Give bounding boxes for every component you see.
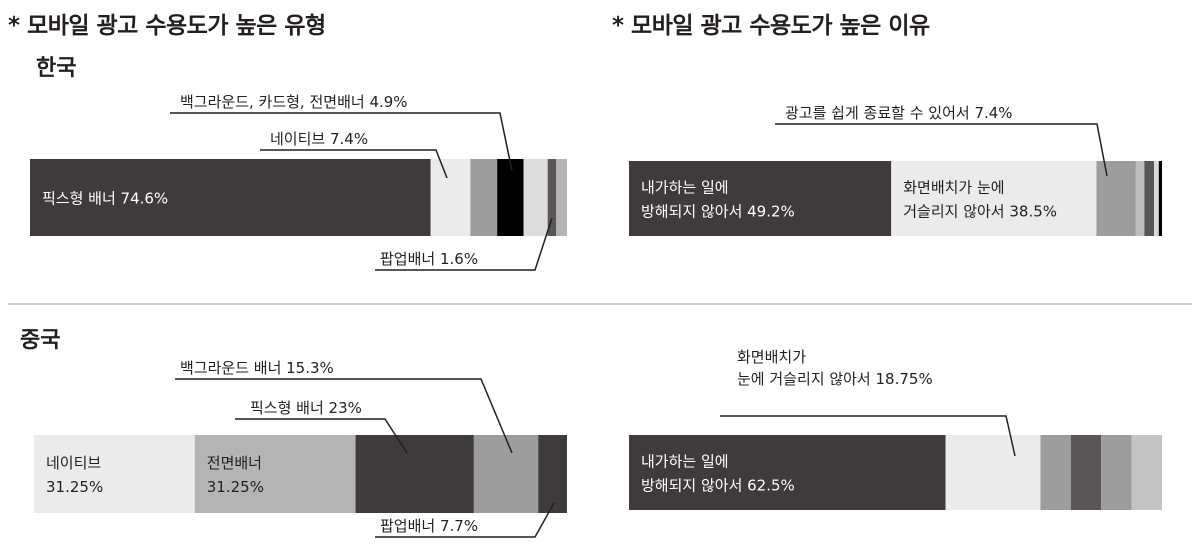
callout-leader-popup-banner	[375, 502, 555, 538]
china-acceptance-reason-chart: 내가하는 일에 방해되지 않아서 62.5% 화면배치가 눈에 거슬리지 않아서 18…	[629, 348, 1162, 510]
bar-segment-not-disturbing	[629, 435, 946, 510]
bar-segment-background-card-fullscreen	[497, 159, 524, 236]
callout-leader-background-card-fullscreen	[170, 112, 513, 172]
bar-segment-segment-7	[556, 159, 567, 236]
bar-segment-native	[34, 435, 195, 513]
bar-segment-segment-3	[1040, 435, 1071, 510]
bar-segment-segment-7	[1158, 161, 1162, 236]
china-ad-type-chart: 네이티브 31.25% 전면배너 31.25% 백그라운드 배너 15.3% 픽스형 배너…	[34, 359, 567, 538]
segment-label-fullscreen-banner: 전면배너 31.25%	[207, 454, 264, 496]
bar-segment-segment-3	[470, 159, 498, 236]
callout-label-native: 네이티브 7.4%	[270, 130, 368, 148]
segment-label-fixed-banner: 픽스형 배너 74.6%	[42, 190, 168, 208]
callout-label-fixed-banner: 픽스형 배너 23%	[250, 399, 362, 417]
bar-segment-fixed-banner	[30, 159, 431, 236]
callout-label-popup-banner: 팝업배너 1.6%	[380, 250, 478, 268]
callout-leader-easy-to-close	[775, 123, 1108, 177]
bar-segment-popup-banner	[547, 159, 557, 236]
segment-label-not-disturbing: 내가하는 일에 방해되지 않아서 49.2%	[641, 179, 795, 221]
bar-segment-background-banner	[473, 435, 539, 513]
korea-acceptance-reason-chart: 내가하는 일에 방해되지 않아서 49.2% 화면배치가 눈에 거슬리지 않아서 38…	[629, 104, 1162, 236]
bar-segment-native	[430, 159, 471, 236]
bar-segment-segment-5	[523, 159, 548, 236]
callout-leader-native	[260, 149, 448, 179]
right-heading: * 모바일 광고 수용도가 높은 이유	[612, 13, 930, 39]
bar-segment-layout-not-annoying	[891, 161, 1097, 236]
country-china-label: 중국	[20, 328, 61, 353]
segment-label-native: 네이티브 31.25%	[46, 454, 103, 496]
bar-segment-fullscreen-banner	[194, 435, 356, 513]
callout-leader-popup-banner	[375, 217, 553, 271]
bar-segment-segment-6	[1154, 161, 1159, 236]
segment-label-layout-not-annoying: 화면배치가 눈에 거슬리지 않아서 38.5%	[903, 179, 1057, 221]
bar-segment-segment-5	[1101, 435, 1132, 510]
bar-segment-not-disturbing	[629, 161, 892, 236]
callout-label-easy-to-close: 광고를 쉽게 종료할 수 있어서 7.4%	[785, 104, 1013, 122]
bar-segment-segment-6	[1131, 435, 1162, 510]
callout-leader-layout-not-annoying	[720, 415, 1016, 457]
callout-label-background-banner: 백그라운드 배너 15.3%	[180, 359, 334, 377]
bar-segment-segment-4	[1135, 161, 1145, 236]
callout-label-popup-banner: 팝업배너 7.7%	[380, 517, 478, 535]
bar-segment-easy-to-close	[1096, 161, 1136, 236]
callout-label-layout-not-annoying: 화면배치가 눈에 거슬리지 않아서 18.75%	[737, 348, 933, 388]
callout-leader-fixed-banner	[235, 418, 408, 454]
segment-label-not-disturbing: 내가하는 일에 방해되지 않아서 62.5%	[641, 453, 795, 495]
bar-segment-popup-banner	[538, 435, 567, 513]
section-divider	[8, 303, 1192, 305]
bar-segment-fixed-banner	[355, 435, 474, 513]
bar-segment-layout-not-annoying	[945, 435, 1041, 510]
left-heading: * 모바일 광고 수용도가 높은 유형	[8, 13, 326, 39]
bar-segment-segment-4	[1070, 435, 1102, 510]
country-korea-label: 한국	[36, 56, 77, 81]
callout-leader-background-banner	[175, 378, 513, 454]
callout-label-background-card-fullscreen: 백그라운드, 카드형, 전면배너 4.9%	[180, 93, 408, 111]
korea-ad-type-chart: 픽스형 배너 74.6% 백그라운드, 카드형, 전면배너 4.9% 네이티브 7.…	[30, 93, 567, 271]
bar-segment-segment-5	[1144, 161, 1155, 236]
